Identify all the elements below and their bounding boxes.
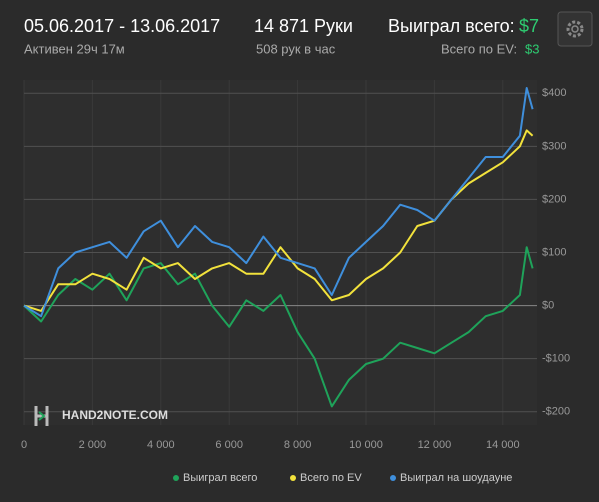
y-tick-label: -$200 [542,406,570,418]
settings-button[interactable] [557,11,593,47]
legend-label: Выиграл всего [183,472,257,484]
y-tick-label: -$100 [542,353,570,365]
legend-marker [173,475,179,481]
won-label: Выиграл всего: [388,16,515,36]
logo: HAND2NOTE.COM [34,406,168,426]
x-tick-label: 4 000 [147,439,175,451]
gear-icon [566,20,584,38]
legend-label: Всего по EV [300,472,362,484]
x-tick-label: 2 000 [79,439,107,451]
y-tick-label: $200 [542,193,566,205]
ev-label: Всего по EV: [441,41,517,56]
gear-center [571,25,579,33]
x-tick-label: 8 000 [284,439,312,451]
x-tick-label: 12 000 [418,439,452,451]
rate: 508 рук в час [256,41,336,56]
legend-marker [290,475,296,481]
active: Активен 29ч 17м [24,41,125,56]
logo-text: HAND2NOTE.COM [62,408,168,422]
plot: 0 2 000 4 000 6 000 8 000 10 000 12 000 14 000 -… [21,80,570,451]
series-line [23,87,534,318]
won-value: $7 [519,16,539,36]
x-tick-label: 6 000 [215,439,243,451]
x-tick-label: 0 [21,439,27,451]
ev-value: $3 [525,41,539,56]
y-tick-label: $100 [542,246,566,258]
hands: 14 871 Руки [254,16,353,36]
y-tick-label: $0 [542,299,554,311]
legend-label: Выиграл на шоудауне [400,472,512,484]
date-range: 05.06.2017 - 13.06.2017 [24,16,220,36]
y-tick-label: $400 [542,87,566,99]
y-tick-label: $300 [542,140,566,152]
x-tick-label: 14 000 [486,439,520,451]
series-line [23,129,534,312]
legend-marker [390,475,396,481]
x-tick-label: 10 000 [349,439,383,451]
series-line [23,246,534,408]
logo-arrow [38,411,46,421]
